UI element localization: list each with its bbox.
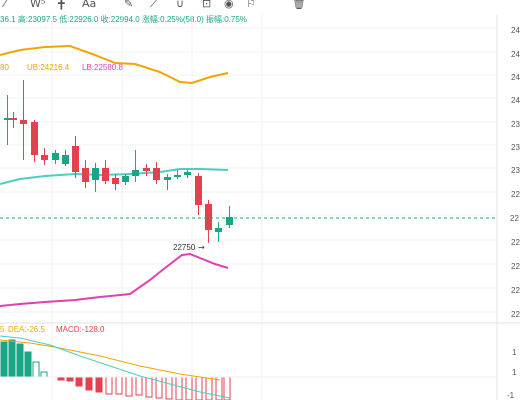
macd-value-legend: MACD:-128.0 [56, 325, 105, 334]
close-value: 收:22994.0 [100, 15, 140, 24]
boll-ub-legend: UB:24216.4 [27, 63, 70, 72]
macd-dif-line [0, 335, 231, 399]
drawing-toolbar: ⁄ W⁵ ╋ Aa ✎ ⟋ ∪ ⊡ ◉ ⚐ 🗑 [0, 0, 520, 14]
trash-icon[interactable]: 🗑 [292, 0, 306, 10]
grid [0, 14, 497, 400]
low-price-annotation: 22750 [173, 243, 196, 252]
price-axis-label: 22 [511, 286, 520, 295]
arrow-right-icon: → [198, 243, 205, 252]
candle-up [184, 172, 191, 175]
macd-axis-label: 1 [512, 368, 517, 377]
price-axis-label: 23 [511, 143, 520, 152]
candle-up [52, 153, 59, 160]
macd-axis-label: -1 [507, 391, 515, 400]
macd-dea-legend: DEA:-26.5 [8, 325, 45, 334]
candle-down [10, 118, 17, 120]
macd-bar-negative [105, 376, 113, 395]
macd-bar-positive [8, 339, 16, 378]
price-axis-label: 24 [511, 73, 520, 82]
price-axis-label: 22 [511, 238, 520, 247]
macd-bar-negative [195, 376, 203, 400]
eye-icon[interactable]: ◉ [224, 0, 234, 10]
candle-up [164, 177, 171, 180]
boll-mb-legend: 80 [0, 63, 9, 72]
measure-icon[interactable]: ⟋ [150, 0, 158, 10]
high-value: 高:23097.5 [17, 15, 57, 24]
price-axis-label: 23 [511, 166, 520, 175]
boll-lb-legend: LB:22580.8 [82, 63, 123, 72]
macd-bar-positive [0, 341, 8, 378]
cursor-icon[interactable]: ⁄ [4, 0, 6, 10]
candlesticks [4, 80, 233, 243]
macd-bar-negative [75, 376, 83, 387]
candle-down [153, 168, 160, 180]
macd-bar-negative [66, 376, 74, 382]
macd-bar-negative [135, 376, 143, 396]
current-price-tag: 22 [510, 214, 519, 223]
macd-bar-negative [115, 376, 123, 395]
lock-icon[interactable]: ⊡ [202, 0, 212, 10]
macd-bar-positive [40, 371, 48, 378]
macd-bar-negative [205, 376, 213, 400]
candle-down [112, 178, 119, 184]
candle-down [41, 155, 48, 160]
macd-dea-line [0, 339, 221, 381]
macd-bar-negative [125, 376, 133, 397]
price-axis-label: 23 [511, 120, 520, 129]
current-price-tag-bg [498, 212, 520, 224]
price-axis-label: 22 [511, 190, 520, 199]
boll-upper-line [0, 44, 229, 85]
macd-bar-negative [165, 376, 173, 400]
crosshair-icon[interactable]: ╋ [58, 0, 65, 10]
macd-histogram [0, 339, 497, 400]
open-value: 36.1 [0, 15, 16, 24]
candle-up [92, 168, 99, 180]
price-axis-label: 24 [511, 96, 520, 105]
macd-bar-positive [16, 343, 24, 378]
candle-up [174, 175, 181, 177]
candle-down [72, 146, 79, 172]
macd-bar-negative [85, 376, 93, 391]
boll-lower-line [0, 252, 229, 307]
text-icon[interactable]: Aa [82, 0, 97, 10]
candle-down [31, 122, 38, 155]
ohlc-stats-bar: 36.1 高:23097.5 低:22926.0 收:22994.0 涨幅:0.… [0, 14, 247, 25]
candle-down [195, 176, 202, 205]
macd-bar-positive [32, 361, 40, 378]
price-axis-label: 24 [511, 26, 520, 35]
candle-down [102, 168, 109, 181]
macd-axis: 1 1 -1 [507, 348, 517, 400]
wave-icon[interactable]: W⁵ [30, 0, 46, 10]
candle-down [20, 120, 27, 124]
macd-dif-legend: 5 [0, 325, 5, 334]
candle-up [215, 228, 222, 232]
candle-down [82, 168, 89, 182]
candle-up [132, 170, 139, 176]
macd-bar-negative [175, 376, 183, 400]
price-axis-label: 22 [511, 310, 520, 319]
change-value: 涨幅:0.25%(58.0) [141, 15, 204, 24]
low-value: 低:22926.0 [59, 15, 99, 24]
magnet-icon[interactable]: ∪ [176, 0, 185, 10]
candle-down [205, 204, 212, 230]
pencil-icon[interactable]: ✎ [124, 0, 134, 10]
price-axis-label: 24 [511, 50, 520, 59]
macd-bar-positive [24, 351, 32, 378]
macd-bar-negative [145, 376, 153, 398]
amplitude-value: 振幅:0.75% [205, 15, 247, 24]
candle-up [122, 176, 129, 182]
price-axis: 24 24 24 24 23 23 23 22 22 22 22 22 [511, 26, 520, 319]
candle-down [143, 168, 150, 171]
candle-up [226, 217, 233, 225]
candle-up [4, 118, 11, 120]
macd-bar-negative [95, 376, 103, 393]
price-axis-label: 22 [511, 262, 520, 271]
macd-axis-label: 1 [512, 348, 517, 357]
bookmark-icon[interactable]: ⚐ [246, 0, 256, 10]
candle-up [62, 155, 69, 164]
